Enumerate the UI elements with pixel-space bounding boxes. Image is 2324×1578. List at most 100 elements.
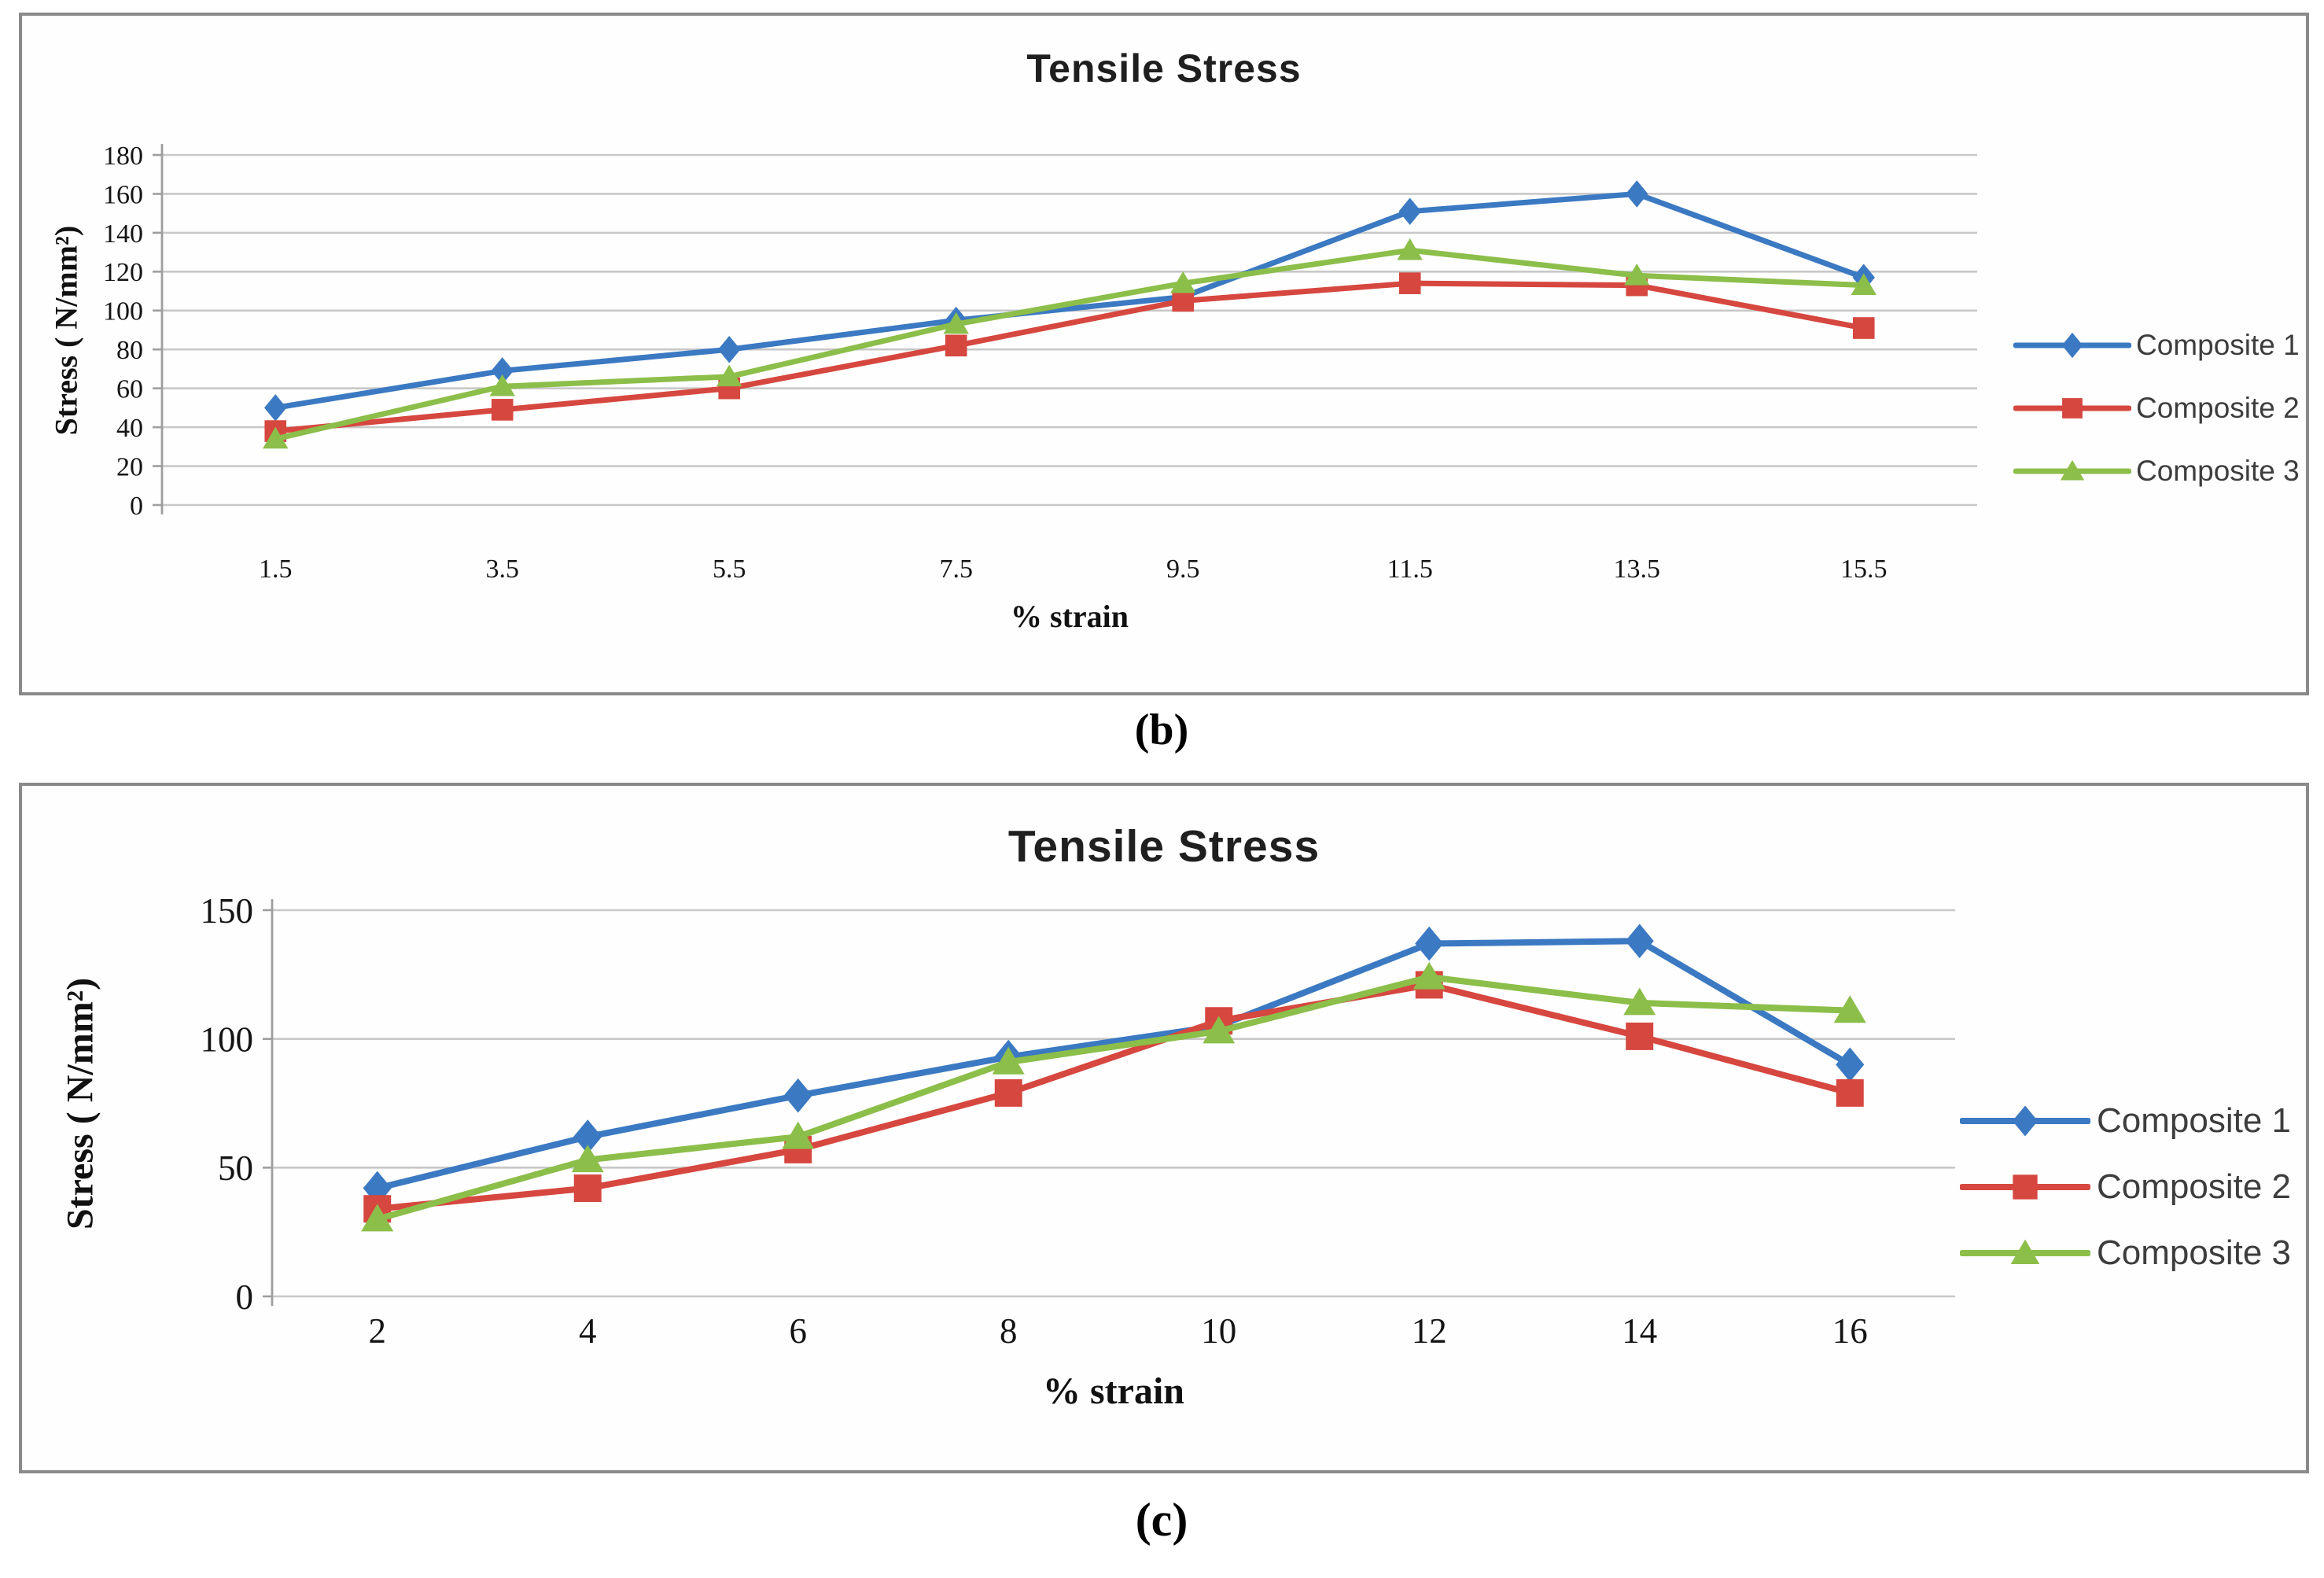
data-point-composite-2	[491, 399, 514, 421]
y-tick-label: 0	[130, 492, 143, 521]
x-tick-label: 11.5	[1387, 555, 1433, 584]
y-axis-label: Stress ( N/mm²)	[48, 225, 84, 436]
legend-label: Composite 3	[2097, 1233, 2292, 1272]
legend-item-composite-3: Composite 3	[2013, 452, 2300, 491]
composite3-line-marker-icon	[2013, 459, 2131, 481]
data-point-composite-3	[263, 426, 289, 449]
legend-marker	[2061, 332, 2083, 359]
y-tick-label: 150	[201, 891, 254, 931]
data-point-composite-1	[1626, 180, 1648, 208]
chart-panel-b: 0 20 40 60 80 100 120 140 160 180 1.5 3.5 5.5 7.5 9.5 1…	[19, 13, 2309, 695]
legend-marker	[2013, 1174, 2038, 1200]
x-tick-label: 9.5	[1166, 555, 1200, 584]
data-point-composite-3	[1397, 238, 1423, 260]
data-point-composite-3	[1170, 271, 1196, 293]
legend-marker	[2012, 1105, 2039, 1137]
legend-label: Composite 2	[2097, 1167, 2292, 1206]
data-point-composite-3	[782, 1121, 815, 1149]
y-tick-label: 160	[103, 180, 143, 209]
legend-item-composite-2: Composite 2	[2013, 389, 2300, 428]
data-point-composite-2	[994, 1078, 1022, 1107]
data-point-composite-1	[1398, 197, 1421, 225]
legend-label: Composite 1	[2097, 1101, 2292, 1140]
y-tick-label: 40	[116, 414, 143, 443]
x-tick-label: 14	[1622, 1311, 1657, 1351]
x-tick-label: 2	[369, 1311, 387, 1351]
y-tick-label: 100	[103, 297, 143, 326]
chart-panel-c: 0 50 100 150 2 4 6 8 10 12 14 16 Tensile Stress Str…	[19, 783, 2309, 1473]
data-point-composite-2	[1852, 317, 1875, 339]
data-point-composite-3	[571, 1145, 604, 1173]
y-tick-label: 140	[103, 219, 143, 249]
legend-label: Composite 2	[2136, 392, 2300, 424]
data-point-composite-2	[573, 1174, 602, 1202]
legend-marker	[2062, 398, 2083, 418]
x-tick-label: 5.5	[713, 555, 746, 584]
x-tick-label: 4	[579, 1311, 597, 1351]
legend-marker	[2060, 459, 2085, 481]
data-point-composite-1	[491, 357, 514, 385]
plot-area-svg: 0 20 40 60 80 100 120 140 160 180 1.5 3.5 5.5 7.5 9.5 1…	[103, 142, 1977, 584]
y-tick-label: 50	[218, 1148, 253, 1188]
legend-item-composite-1: Composite 1	[2013, 326, 2300, 365]
x-tick-label: 12	[1412, 1311, 1447, 1351]
data-point-composite-3	[1833, 995, 1866, 1023]
composite1-line-marker-icon	[1960, 1105, 2090, 1137]
x-tick-label: 13.5	[1614, 555, 1661, 584]
data-point-composite-1	[1836, 1047, 1865, 1082]
data-point-composite-2	[1172, 289, 1195, 312]
data-point-composite-3	[943, 312, 969, 334]
data-point-composite-1	[264, 394, 287, 422]
y-tick-label: 80	[116, 336, 143, 365]
legend: Composite 1 Composite 2 Composite 3	[2013, 326, 2300, 514]
x-tick-label: 8	[1000, 1311, 1018, 1351]
y-tick-label: 120	[103, 258, 143, 287]
figure-caption-c: (c)	[1135, 1494, 1188, 1546]
legend-label: Composite 1	[2136, 329, 2300, 361]
legend-marker	[2010, 1239, 2040, 1264]
legend-item-composite-3: Composite 3	[1960, 1231, 2291, 1275]
x-tick-label: 3.5	[486, 555, 520, 584]
y-axis-label: Stress ( N/mm²)	[59, 977, 101, 1230]
figure-caption-b: (b)	[1134, 706, 1189, 754]
series-line-composite-3	[374, 974, 1854, 1222]
data-point-composite-2	[1626, 1022, 1654, 1050]
data-point-composite-3	[1412, 961, 1446, 990]
x-axis-label: % strain	[1011, 599, 1129, 634]
composite1-line-marker-icon	[2013, 332, 2131, 359]
series-line-composite-1	[374, 938, 1854, 1192]
data-point-composite-1	[783, 1078, 812, 1113]
x-tick-label: 6	[790, 1311, 808, 1351]
data-point-composite-3	[1624, 263, 1650, 286]
data-point-composite-3	[992, 1046, 1025, 1075]
composite3-line-marker-icon	[1960, 1239, 2090, 1264]
data-point-composite-3	[1623, 987, 1656, 1016]
x-tick-label: 15.5	[1840, 555, 1888, 584]
x-axis-label: % strain	[1043, 1370, 1184, 1412]
data-point-composite-1	[1415, 926, 1444, 961]
legend: Composite 1 Composite 2 Composite 3	[1960, 1099, 2291, 1297]
data-point-composite-3	[1851, 273, 1877, 295]
legend-item-composite-1: Composite 1	[1960, 1099, 2291, 1143]
y-tick-label: 180	[103, 142, 143, 171]
legend-label: Composite 3	[2136, 455, 2300, 487]
legend-item-composite-2: Composite 2	[1960, 1165, 2291, 1209]
x-tick-label: 10	[1201, 1311, 1236, 1351]
data-point-composite-2	[1398, 272, 1421, 294]
series-line-composite-1	[272, 190, 1867, 411]
data-point-composite-2	[945, 334, 967, 357]
series-line-composite-3	[272, 247, 1867, 442]
series-line-composite-2	[272, 280, 1867, 434]
y-tick-label: 100	[201, 1019, 254, 1059]
data-point-composite-3	[361, 1204, 394, 1232]
y-tick-label: 60	[116, 375, 143, 404]
composite2-line-marker-icon	[1960, 1174, 2090, 1200]
x-tick-label: 16	[1832, 1311, 1868, 1351]
data-point-composite-2	[1836, 1078, 1864, 1107]
data-point-composite-3	[489, 374, 515, 396]
data-point-composite-1	[718, 335, 741, 363]
chart-title: Tensile Stress	[1007, 821, 1320, 872]
y-tick-label: 20	[116, 452, 143, 481]
x-tick-label: 7.5	[940, 555, 974, 584]
